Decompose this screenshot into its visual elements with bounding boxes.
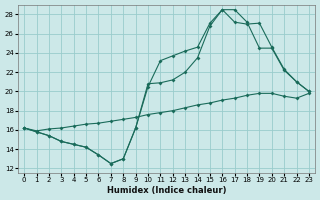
X-axis label: Humidex (Indice chaleur): Humidex (Indice chaleur) [107, 186, 226, 195]
